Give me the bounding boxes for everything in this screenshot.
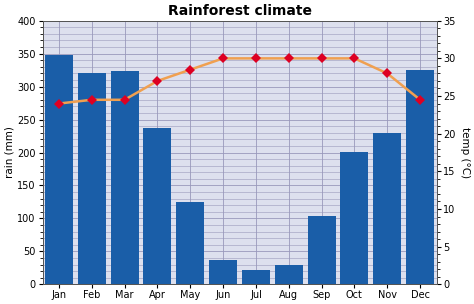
Bar	[78, 74, 106, 284]
Bar	[242, 270, 270, 284]
Bar	[340, 152, 368, 284]
Bar	[374, 133, 401, 284]
Bar	[110, 71, 138, 284]
Y-axis label: rain (mm): rain (mm)	[4, 126, 14, 178]
Bar	[45, 55, 73, 284]
Bar	[406, 70, 434, 284]
Bar	[308, 216, 336, 284]
Y-axis label: temp (°C): temp (°C)	[460, 127, 470, 178]
Title: Rainforest climate: Rainforest climate	[167, 4, 311, 18]
Bar	[209, 260, 237, 284]
Bar	[144, 128, 172, 284]
Bar	[275, 264, 303, 284]
Bar	[176, 202, 204, 284]
